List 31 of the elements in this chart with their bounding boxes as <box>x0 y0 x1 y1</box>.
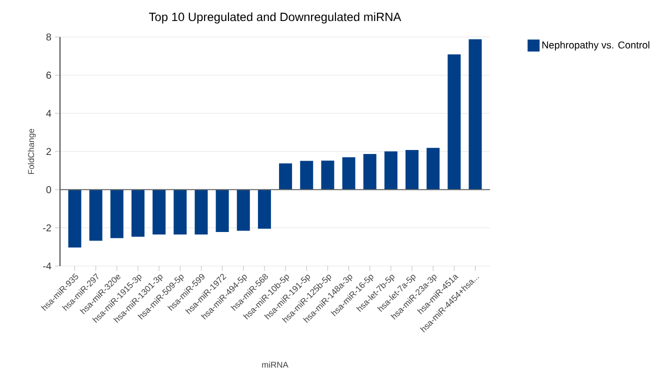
bar <box>406 150 419 190</box>
bar <box>89 190 102 241</box>
bar <box>342 157 356 190</box>
bar <box>174 190 187 235</box>
bar <box>131 190 144 237</box>
bar <box>110 190 124 238</box>
bar <box>426 148 440 190</box>
bar <box>152 190 166 235</box>
y-tick-label: -4 <box>43 262 52 270</box>
bar <box>363 154 376 190</box>
bar <box>384 151 398 190</box>
bar <box>448 54 461 190</box>
chart-title: Top 10 Upregulated and Downregulated miRNA <box>149 12 402 24</box>
y-tick-label: -2 <box>43 224 51 232</box>
y-tick-label: 4 <box>46 110 52 117</box>
bar <box>236 190 250 231</box>
bar <box>216 190 229 232</box>
bar <box>68 190 82 248</box>
y-tick-label: 0 <box>46 186 52 194</box>
y-tick-label: 8 <box>46 33 52 41</box>
legend-label: Nephropathy vs. Control <box>542 41 650 50</box>
bar <box>468 39 482 190</box>
bar <box>279 163 292 190</box>
bar <box>321 160 334 190</box>
y-axis-title: FoldChange <box>28 128 36 174</box>
x-axis-title: miRNA <box>262 362 288 368</box>
bar <box>194 190 208 235</box>
y-tick-label: 6 <box>46 72 52 79</box>
bar <box>300 160 314 190</box>
y-tick-label: 2 <box>46 148 51 155</box>
bar <box>258 190 271 229</box>
